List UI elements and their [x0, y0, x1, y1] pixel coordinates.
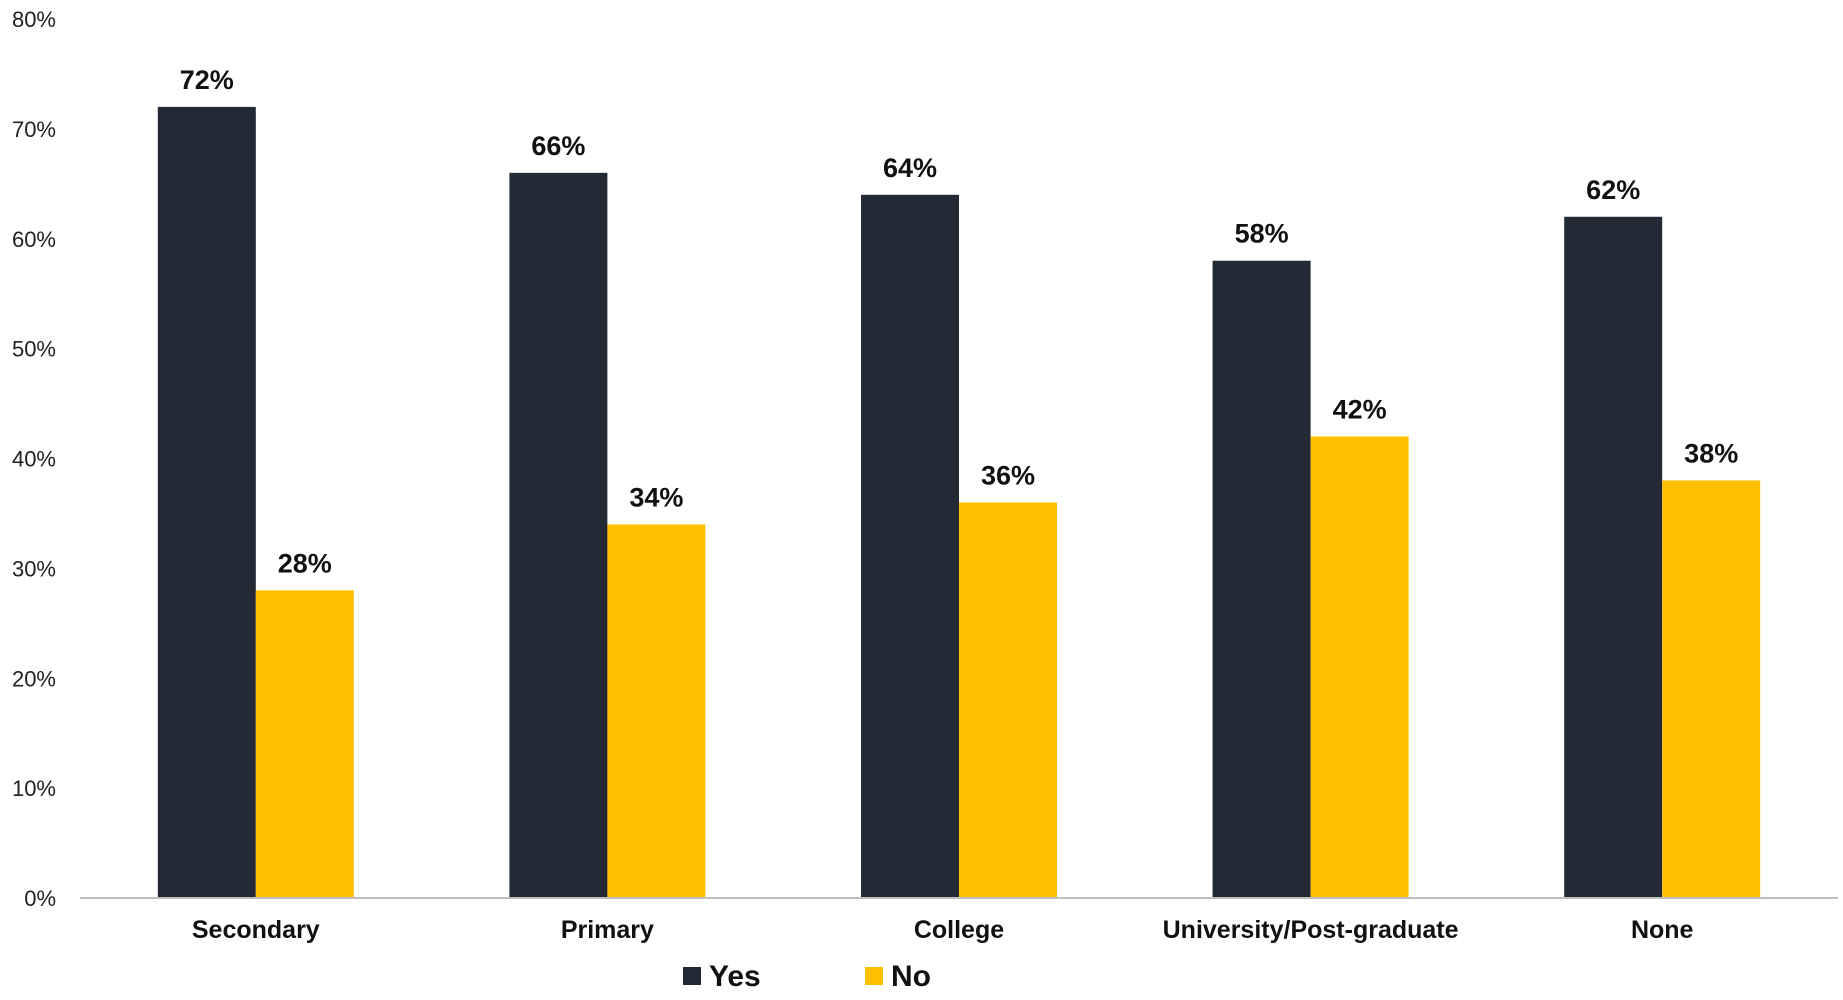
bar-yes-3	[1212, 260, 1311, 899]
data-label: 64%	[883, 153, 937, 183]
bar-no-2	[959, 502, 1057, 898]
data-label: 38%	[1684, 438, 1738, 468]
category-labels: Secondary Primary College University/Post-g…	[192, 916, 1694, 944]
data-label: 34%	[629, 482, 683, 512]
y-tick-label: 60%	[12, 227, 56, 252]
data-labels-group: 72% 28% 66% 34% 64% 36% 58% 42% 62% 38%	[180, 65, 1738, 578]
bar-no-1	[607, 524, 706, 898]
y-tick-label: 70%	[12, 117, 56, 142]
data-label: 66%	[531, 131, 585, 161]
bar-yes-1	[509, 172, 608, 898]
bar-yes-2	[861, 194, 959, 899]
legend-swatch-no	[865, 967, 883, 985]
legend-label-no: No	[891, 960, 931, 993]
legend: Yes No	[683, 960, 931, 993]
legend-label-yes: Yes	[709, 960, 761, 993]
data-label: 72%	[180, 65, 234, 95]
y-tick-label: 10%	[12, 776, 56, 801]
x-tick-label: College	[914, 916, 1004, 944]
y-tick-label: 50%	[12, 337, 56, 362]
y-tick-label: 40%	[12, 447, 56, 472]
bars-group	[157, 106, 1761, 899]
x-tick-label: University/Post-graduate	[1163, 916, 1459, 944]
bar-yes-4	[1564, 216, 1663, 898]
y-tick-label: 0%	[24, 886, 56, 911]
y-tick-label: 20%	[12, 666, 56, 691]
data-label: 28%	[278, 548, 332, 578]
y-axis-ticks: 0% 10% 20% 30% 40% 50% 60% 70% 80%	[12, 7, 56, 911]
bar-no-4	[1662, 480, 1761, 898]
x-tick-label: Primary	[561, 916, 654, 944]
data-label: 42%	[1333, 395, 1387, 425]
bar-yes-0	[157, 106, 256, 898]
bar-no-3	[1310, 436, 1409, 898]
data-label: 62%	[1586, 175, 1640, 205]
data-label: 58%	[1235, 219, 1289, 249]
data-label: 36%	[981, 460, 1035, 490]
y-tick-label: 80%	[12, 7, 56, 32]
x-tick-label: None	[1631, 916, 1694, 944]
legend-swatch-yes	[683, 967, 701, 985]
y-tick-label: 30%	[12, 556, 56, 581]
bar-no-0	[255, 590, 354, 898]
x-tick-label: Secondary	[192, 916, 320, 944]
